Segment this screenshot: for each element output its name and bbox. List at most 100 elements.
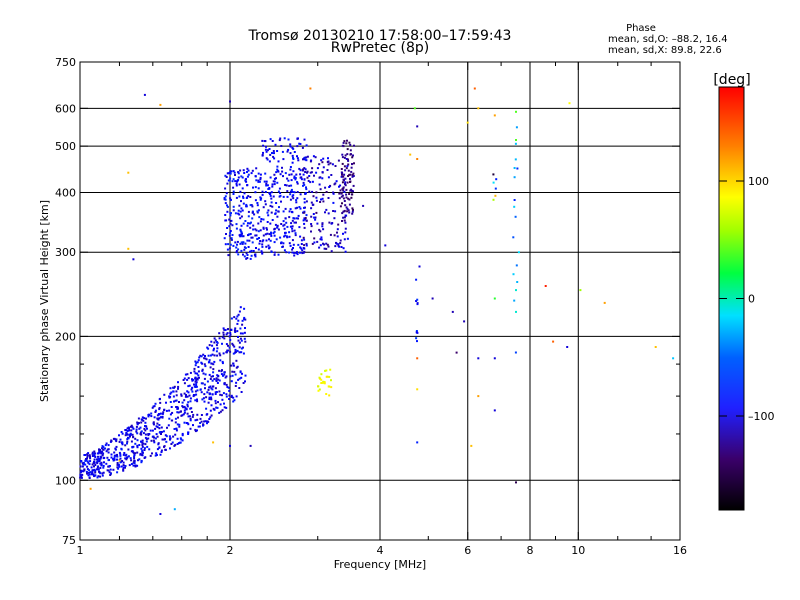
data-point: [158, 417, 161, 420]
data-point: [308, 175, 311, 177]
data-point: [228, 247, 231, 250]
data-point: [124, 466, 126, 469]
data-point: [223, 406, 226, 409]
data-point: [200, 391, 203, 394]
data-point: [129, 435, 131, 438]
data-point: [187, 401, 190, 404]
data-point: [315, 191, 318, 194]
data-point: [260, 218, 263, 220]
data-point: [94, 474, 97, 477]
x-tick-label: 8: [527, 544, 534, 557]
data-point: [96, 466, 99, 469]
data-point: [229, 172, 232, 175]
data-point: [303, 197, 306, 200]
data-point: [322, 380, 325, 383]
data-point: [332, 192, 335, 195]
data-point: [513, 167, 516, 169]
data-point: [302, 211, 305, 214]
chart-subtitle: RwPretec (8p): [331, 40, 429, 56]
data-point: [180, 393, 183, 396]
data-point: [87, 452, 90, 455]
data-point: [125, 458, 128, 461]
data-point: [300, 178, 303, 181]
data-point: [219, 354, 222, 357]
data-point: [291, 239, 294, 242]
data-point: [96, 476, 99, 479]
data-point: [303, 226, 306, 229]
data-point: [196, 398, 198, 401]
data-point: [341, 172, 344, 174]
data-point: [175, 429, 178, 432]
data-point: [294, 177, 297, 179]
data-point: [259, 198, 262, 201]
data-point: [313, 237, 316, 240]
data-point: [293, 221, 296, 224]
data-point: [107, 451, 110, 454]
data-point: [229, 177, 232, 180]
data-point: [311, 180, 314, 183]
data-point: [228, 218, 231, 221]
data-point: [107, 444, 110, 447]
data-point: [177, 442, 180, 445]
data-point: [153, 405, 156, 408]
data-point: [204, 387, 206, 390]
data-point: [325, 369, 328, 372]
data-point: [141, 445, 144, 448]
data-point: [292, 156, 294, 159]
data-point: [106, 456, 109, 459]
data-point: [97, 475, 100, 478]
data-point: [124, 465, 127, 467]
data-point: [246, 171, 248, 173]
data-point: [243, 318, 246, 321]
data-point: [121, 443, 124, 446]
data-point: [222, 333, 225, 336]
data-point: [237, 378, 240, 381]
data-point: [174, 399, 177, 402]
data-point: [212, 368, 215, 371]
data-point: [245, 203, 248, 206]
data-point: [317, 389, 320, 392]
data-point: [265, 239, 268, 242]
data-point: [249, 233, 252, 235]
data-point: [276, 224, 279, 227]
data-point: [300, 247, 303, 250]
data-point: [249, 204, 252, 207]
data-point: [415, 337, 418, 340]
data-point: [91, 451, 94, 454]
data-point: [256, 237, 259, 240]
data-point: [257, 230, 260, 233]
data-point: [182, 413, 185, 416]
data-point: [140, 459, 143, 462]
data-point: [246, 167, 249, 170]
data-point: [300, 176, 303, 179]
data-point: [170, 391, 173, 394]
data-point: [136, 451, 139, 454]
data-point: [176, 406, 179, 409]
data-point: [227, 254, 230, 257]
data-point: [293, 251, 296, 254]
data-point: [156, 448, 159, 451]
data-point: [232, 209, 235, 212]
data-point: [514, 351, 517, 354]
data-point: [310, 159, 313, 162]
data-point: [184, 395, 187, 398]
data-point: [159, 412, 162, 415]
data-point: [343, 238, 346, 241]
data-point: [183, 405, 186, 408]
data-point: [321, 222, 324, 225]
data-point: [237, 336, 239, 338]
data-point: [192, 413, 195, 416]
data-point: [261, 154, 264, 156]
data-point: [341, 173, 343, 176]
data-point: [108, 471, 111, 474]
data-point: [252, 186, 254, 189]
data-point: [302, 181, 305, 184]
data-point: [236, 240, 239, 243]
data-point: [239, 371, 242, 374]
x-axis-label: Frequency [MHz]: [334, 558, 426, 571]
data-point: [159, 397, 161, 400]
data-point: [262, 206, 265, 209]
data-point: [269, 194, 272, 197]
data-point: [294, 234, 297, 237]
data-point: [344, 183, 346, 185]
